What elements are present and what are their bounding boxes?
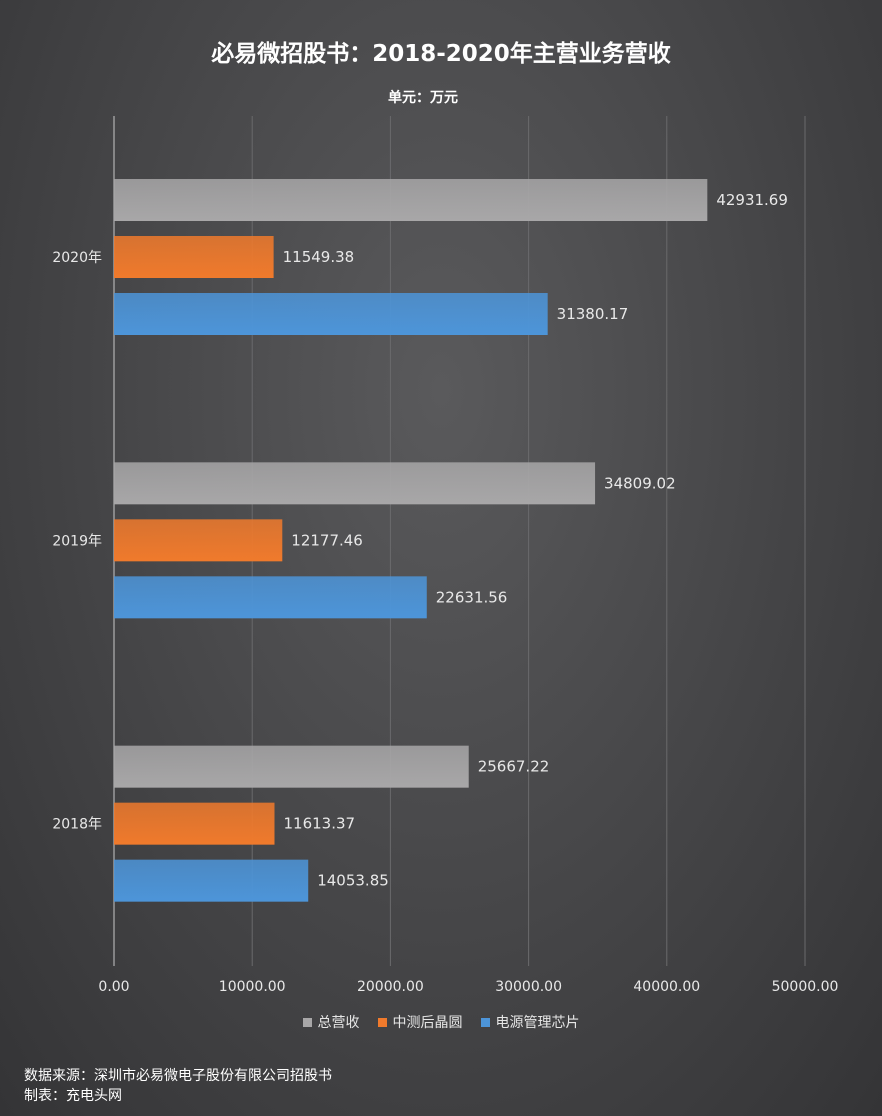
maker-text: 制表：充电头网 <box>24 1088 122 1104</box>
source-note: 数据来源：深圳市必易微电子股份有限公司招股书 制表：充电头网 <box>24 1066 332 1106</box>
data-label: 31380.17 <box>557 305 629 323</box>
x-tick-label: 0.00 <box>98 979 129 995</box>
bar-chart: 0.00 10000.00 20000.00 30000.00 40000.00 5000… <box>52 116 839 995</box>
data-label: 12177.46 <box>291 531 363 549</box>
bar-chip <box>114 293 548 335</box>
legend-item: 电源管理芯片 <box>480 1012 580 1032</box>
x-tick-label: 50000.00 <box>772 979 839 995</box>
bar-total <box>114 462 596 505</box>
x-tick-label: 40000.00 <box>633 979 700 995</box>
legend-swatch <box>377 1017 387 1027</box>
data-label: 11613.37 <box>283 815 355 833</box>
data-label: 11549.38 <box>283 248 355 266</box>
bar-total <box>114 745 469 788</box>
data-label: 42931.69 <box>716 191 788 209</box>
source-text: 数据来源：深圳市必易微电子股份有限公司招股书 <box>24 1068 332 1084</box>
chart-title: 必易微招股书：2018-2020年主营业务营收 <box>211 41 671 67</box>
x-tick-label: 20000.00 <box>357 979 424 995</box>
bar-wafer <box>114 802 275 845</box>
data-label: 25667.22 <box>478 758 550 776</box>
legend-label: 电源管理芯片 <box>495 1015 580 1031</box>
legend-item: 中测后晶圆 <box>377 1012 463 1032</box>
chart-legend: 总营收 中测后晶圆 电源管理芯片 <box>0 1012 882 1032</box>
legend-label: 中测后晶圆 <box>392 1015 463 1031</box>
x-tick-label: 10000.00 <box>219 979 286 995</box>
category-label: 2019年 <box>52 533 102 549</box>
legend-swatch <box>480 1017 490 1027</box>
bar-chip <box>114 576 427 619</box>
data-label: 22631.56 <box>436 588 508 606</box>
bar-total <box>114 179 708 221</box>
category-label: 2018年 <box>52 817 102 833</box>
legend-label: 总营收 <box>317 1015 360 1031</box>
data-label: 14053.85 <box>317 872 389 890</box>
bar-chip <box>114 859 309 902</box>
chart-subtitle: 单元：万元 <box>388 90 458 106</box>
bar-wafer <box>114 519 283 562</box>
bar-wafer <box>114 236 274 278</box>
legend-swatch <box>302 1017 312 1027</box>
data-label: 34809.02 <box>604 474 676 492</box>
legend-item: 总营收 <box>302 1012 360 1032</box>
x-tick-label: 30000.00 <box>495 979 562 995</box>
category-label: 2020年 <box>52 250 102 266</box>
